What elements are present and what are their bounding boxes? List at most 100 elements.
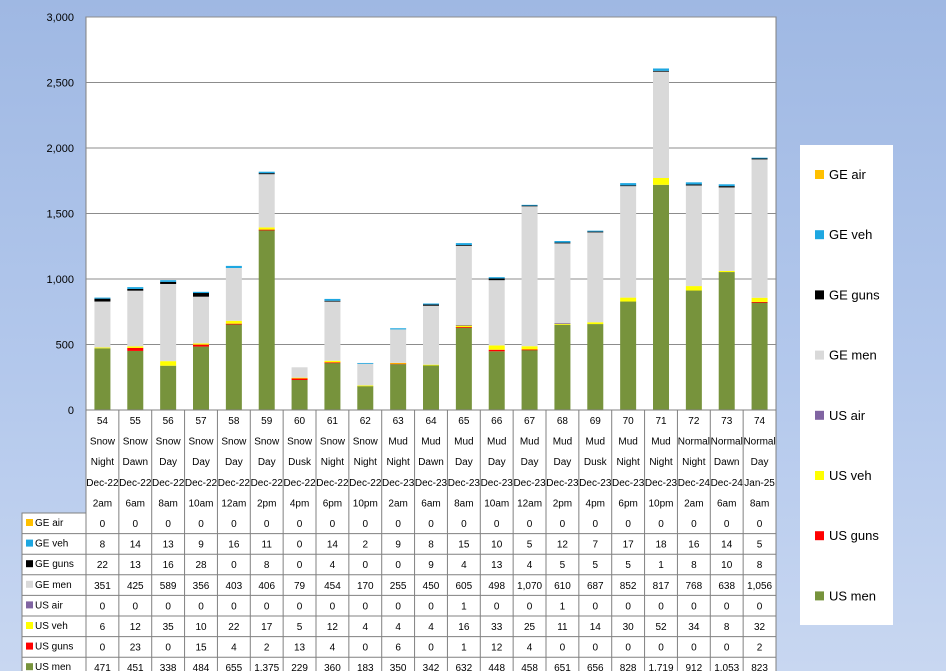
bar-segment-ge-veh <box>357 362 374 364</box>
table-cell: 817 <box>653 581 670 592</box>
table-cell: 632 <box>456 663 473 671</box>
category-label: 8am <box>158 498 177 509</box>
table-cell: 0 <box>560 519 566 530</box>
table-cell: 0 <box>363 643 369 654</box>
table-cell: 6 <box>100 622 106 633</box>
table-cell: 8 <box>757 560 763 571</box>
table-cell: 1 <box>560 601 566 612</box>
table-cell: 12 <box>327 622 339 633</box>
category-label: Day <box>455 457 473 468</box>
table-cell: 0 <box>100 519 106 530</box>
bar-segment-us-veh <box>94 347 111 349</box>
category-label: 4pm <box>586 498 605 509</box>
category-label: Dawn <box>418 457 444 468</box>
table-cell: 1 <box>461 643 467 654</box>
table-cell: 0 <box>691 601 697 612</box>
bar-segment-us-men <box>423 365 439 410</box>
bar-segment-us-men <box>127 350 144 410</box>
table-cell: 0 <box>724 601 730 612</box>
bar-segment-ge-men <box>258 174 275 228</box>
category-label: 56 <box>163 416 175 427</box>
table-cell: 8 <box>264 560 270 571</box>
bar-segment-us-veh <box>225 320 242 324</box>
category-label: 54 <box>97 416 109 427</box>
table-legend-key <box>26 642 33 650</box>
bar-segment-us-veh <box>193 343 209 345</box>
bar-segment-ge-veh <box>94 297 111 299</box>
bar-segment-us-men <box>193 346 209 410</box>
data-table: 54SnowNightDec-222am55SnowDawnDec-226am5… <box>21 409 777 671</box>
category-label: 55 <box>130 416 142 427</box>
legend-key <box>815 230 824 240</box>
table-cell: 1,053 <box>714 663 739 671</box>
table-cell: 0 <box>264 519 270 530</box>
y-tick-label: 3,000 <box>46 12 74 24</box>
bars-group <box>94 68 768 410</box>
bar-segment-ge-guns <box>324 300 341 302</box>
bar-segment-ge-men <box>193 296 209 344</box>
bar-segment-us-veh <box>390 362 407 364</box>
category-label: 62 <box>360 416 372 427</box>
table-cell: 79 <box>294 581 306 592</box>
table-cell: 360 <box>324 663 341 671</box>
bar-segment-ge-guns <box>127 288 144 291</box>
bar-segment-us-veh <box>324 360 341 363</box>
bar-segment-ge-veh <box>554 241 571 243</box>
table-cell: 823 <box>751 663 768 671</box>
category-label: 74 <box>754 416 766 427</box>
category-label: Snow <box>320 437 346 448</box>
bar-segment-ge-men <box>685 185 702 287</box>
table-cell: 454 <box>324 581 341 592</box>
category-label: 60 <box>294 416 306 427</box>
y-tick-label: 2,500 <box>46 78 74 90</box>
table-cell: 0 <box>133 519 139 530</box>
legend-label: GE air <box>829 167 867 182</box>
category-label: Day <box>521 457 539 468</box>
table-cell: 471 <box>94 663 111 671</box>
table-cell: 5 <box>527 540 533 551</box>
table-cell: 5 <box>560 560 566 571</box>
bar-segment-us-veh <box>554 323 571 325</box>
category-label: 57 <box>195 416 207 427</box>
bar-segment-us-men <box>751 302 768 410</box>
table-cell: 356 <box>193 581 210 592</box>
bar-segment-ge-veh <box>488 277 505 279</box>
table-cell: 0 <box>625 519 631 530</box>
table-cell: 448 <box>488 663 505 671</box>
table-cell: 0 <box>330 601 336 612</box>
category-label: 8am <box>454 498 473 509</box>
table-cell: 28 <box>195 560 207 571</box>
table-cell: 403 <box>226 581 243 592</box>
category-label: Snow <box>287 437 313 448</box>
table-cell: 4 <box>330 643 336 654</box>
category-label: 6pm <box>323 498 342 509</box>
category-label: Snow <box>123 437 149 448</box>
category-label: Day <box>751 457 769 468</box>
table-legend-key <box>26 539 33 547</box>
bar-segment-us-guns <box>455 327 472 328</box>
category-label: 4pm <box>290 498 309 509</box>
category-label: 2am <box>388 498 407 509</box>
table-cell: 484 <box>193 663 210 671</box>
table-cell: 450 <box>423 581 440 592</box>
table-cell: 12 <box>130 622 142 633</box>
category-label: Jan-25 <box>744 478 775 489</box>
category-label: Dec-23 <box>382 478 415 489</box>
bar-segment-ge-men <box>653 70 669 178</box>
table-cell: 0 <box>133 601 139 612</box>
table-cell: 10 <box>721 560 733 571</box>
table-cell: 183 <box>357 663 374 671</box>
table-cell: 0 <box>297 519 303 530</box>
bar-segment-ge-men <box>94 301 111 348</box>
table-cell: 351 <box>94 581 111 592</box>
bar-segment-ge-men <box>225 267 242 321</box>
table-cell: 9 <box>198 540 204 551</box>
bar-segment-us-men <box>620 301 637 410</box>
bar-segment-us-men <box>258 229 275 410</box>
bar-segment-ge-veh <box>718 184 735 187</box>
category-label: Night <box>91 457 115 468</box>
bar-segment-ge-guns <box>685 184 702 186</box>
category-label: Dec-22 <box>283 478 316 489</box>
category-label: Normal <box>743 437 775 448</box>
